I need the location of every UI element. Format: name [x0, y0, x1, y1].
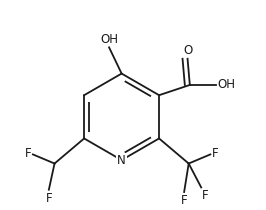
- Text: F: F: [212, 147, 218, 160]
- Text: F: F: [45, 192, 52, 205]
- Text: OH: OH: [100, 33, 118, 46]
- Text: F: F: [202, 189, 209, 202]
- Text: F: F: [181, 194, 188, 207]
- Text: N: N: [117, 154, 126, 167]
- Text: O: O: [183, 44, 192, 57]
- Text: OH: OH: [217, 79, 235, 91]
- Text: F: F: [25, 147, 32, 160]
